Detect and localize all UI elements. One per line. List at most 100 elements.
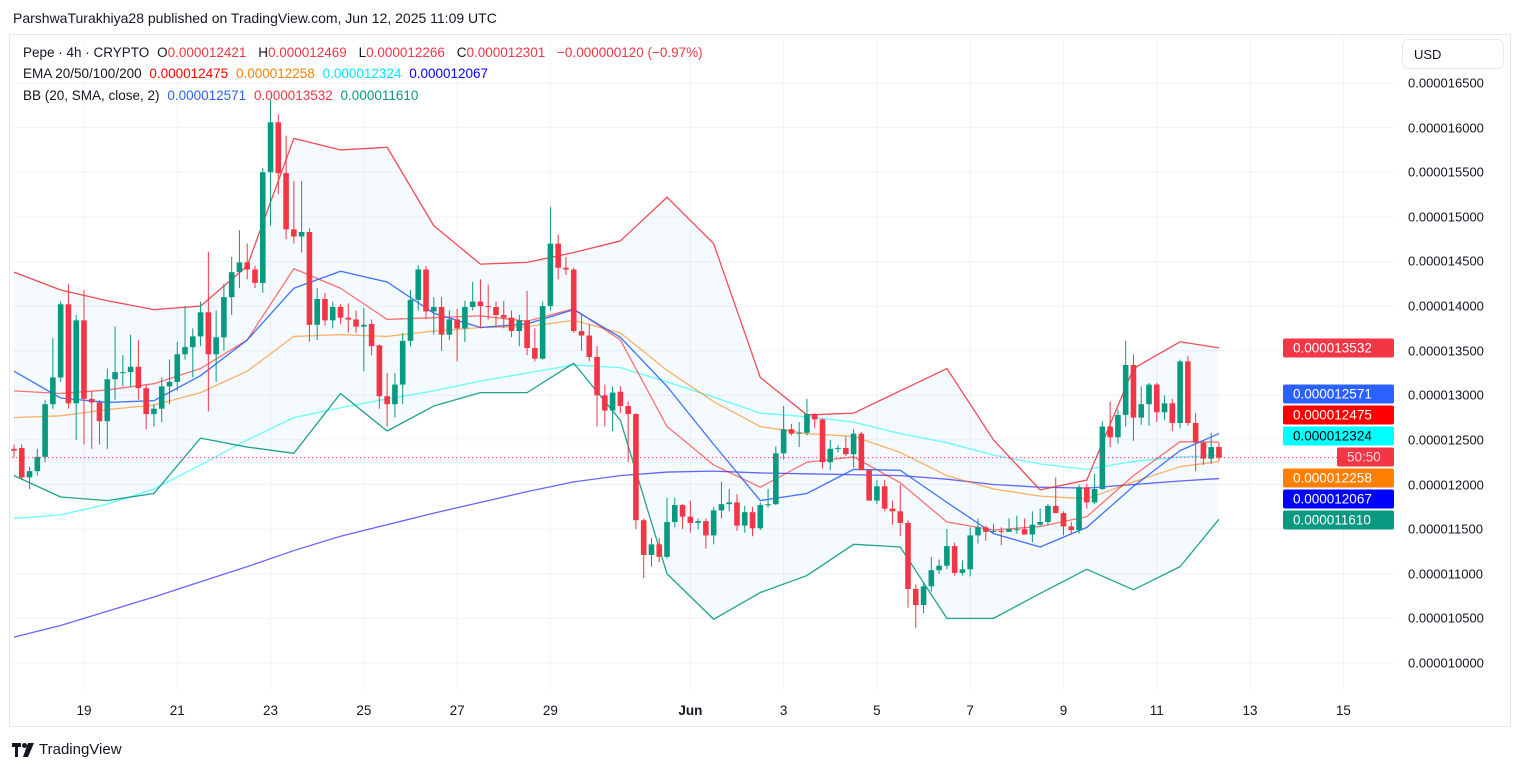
candle [1052,477,1059,514]
candle-body [174,354,181,382]
candle-body [353,319,359,327]
candle [322,292,328,326]
bb-label[interactable]: BB (20, SMA, close, 2) [23,88,160,103]
candle [423,265,429,320]
candle-body [88,398,95,403]
candle [127,334,134,387]
candle-body [975,527,981,536]
candle-body [936,565,942,571]
x-tick-label: 9 [1059,703,1068,718]
candle-body [508,317,515,332]
candle [1068,522,1075,535]
candle [275,114,282,195]
candle [314,288,320,340]
candle-body [1084,487,1090,503]
candle-body [1014,529,1020,531]
candle-body [1006,529,1012,532]
candle [88,390,95,449]
candle [135,339,142,400]
tradingview-logo[interactable]: TradingView [12,741,122,758]
y-tick-label: 0.000014500 [1408,253,1484,269]
indicator-lines [13,137,1220,638]
candle [671,497,678,528]
candle [166,359,173,405]
candle-body [773,453,779,505]
candle-body [718,504,725,511]
candle [687,500,694,533]
symbol-info[interactable]: Pepe · 4h · CRYPTO [23,45,150,60]
candle [1216,442,1222,461]
candle [563,256,569,275]
candle [819,418,826,469]
currency-button[interactable]: USD [1402,39,1504,69]
candle [749,506,756,537]
candle-body [780,429,787,454]
candle-body [827,448,834,463]
candle [26,466,33,489]
candle-body [166,381,173,387]
candle [399,332,406,405]
candle [213,310,219,382]
candle [765,488,771,508]
candle-body [407,299,414,341]
open-value: 0.000012421 [167,45,247,60]
candle [1161,395,1168,421]
candle-body [112,372,118,380]
candle [664,497,670,559]
candle-body [695,521,701,523]
candle-body [710,510,717,536]
candle [508,310,515,338]
candle [57,301,64,382]
candle-body [586,335,593,357]
y-tick-label: 0.000013000 [1408,387,1484,403]
candle [151,404,157,427]
candle-body [306,232,313,325]
close-value: 0.000012301 [466,45,546,60]
x-tick-label: 21 [169,703,185,718]
candle [843,436,849,456]
candle [454,308,460,362]
candle [244,243,251,280]
x-tick-label: Jun [678,703,703,718]
candle-body [1208,447,1214,459]
candle [1045,504,1051,525]
candle-body [796,432,802,434]
ema200-line [13,470,1220,638]
candle-body [1029,524,1036,535]
candle-body [135,366,142,389]
candle [881,480,888,512]
candle-body [34,456,41,472]
candle-body [1185,361,1191,423]
low-value: 0.000012266 [366,45,445,60]
y-tick-label: 0.000013500 [1408,343,1484,359]
candle-body [1153,384,1160,413]
bollinger-band-fill [14,138,1219,620]
ema-label[interactable]: EMA 20/50/100/200 [23,66,142,81]
candle-body [602,395,608,411]
candle [143,384,149,430]
candle-body [1146,384,1152,405]
candle-body [1045,505,1051,523]
candle [1169,398,1176,431]
candle-body [687,516,694,523]
candle [415,265,422,311]
candle [625,401,631,463]
candle [361,307,367,372]
bar-countdown-label: 50:50 [1337,447,1394,467]
candle [539,301,546,360]
candle-body [905,522,911,589]
candle-body [1177,361,1183,423]
candle [850,429,857,468]
candle-body [376,345,383,397]
candle [1037,508,1043,527]
candle-body [811,414,818,420]
candle [384,372,390,427]
candle [827,439,834,471]
bb-lower-value: 0.000011610 [340,88,419,103]
candle [990,523,997,533]
candle [796,422,802,448]
bb-upper-price-label: 0.000013532 [1283,338,1394,358]
candle [912,584,919,629]
y-tick-label: 0.000015500 [1408,164,1484,180]
